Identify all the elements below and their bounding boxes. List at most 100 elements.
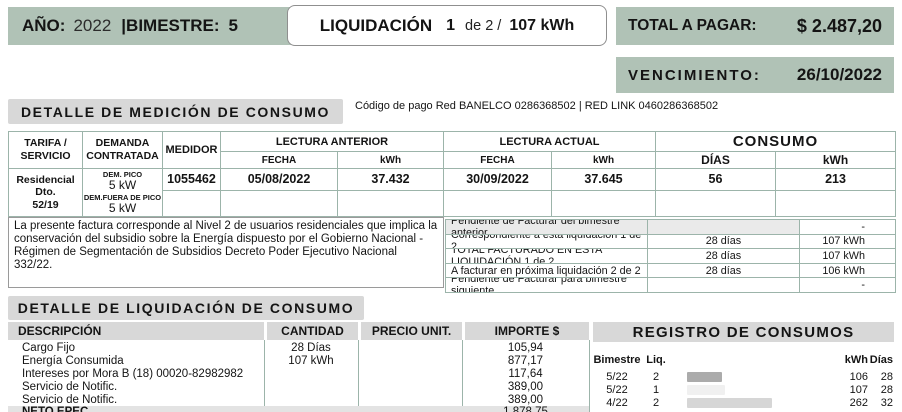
current-reading-kwh: 37.645 [552,169,656,191]
col-header-kwh-consumo: kWh [776,152,895,169]
section-title-registro: REGISTRO DE CONSUMOS [593,322,894,342]
charge-quantity: 107 kWh [288,355,334,368]
liquidation-number: 1 [446,16,456,34]
payment-code: Código de pago Red BANELCO 0286368502 | … [355,100,719,112]
charge-amount: 877,17 [507,355,544,368]
empty-cell [656,191,776,216]
col-header-medidor: MEDIDOR [163,132,221,169]
breakdown-row: A facturar en próxima liquidación 2 de 2… [446,263,895,279]
section-title-liquidacion: DETALLE DE LIQUIDACIÓN DE CONSUMO [8,296,364,320]
charge-row: Cargo Fijo 28 Días 105,94 [8,342,589,355]
consumption-days: 56 [656,169,776,191]
breakdown-kwh: 107 kWh [822,249,865,262]
history-liq: 2 [652,397,660,410]
charge-description: Intereses por Mora B (18) 00020-82982982 [22,367,244,380]
charge-description: Servicio de Notific. [22,380,118,393]
liquidation-of: de 2 / [465,17,502,34]
breakdown-row: Pendiente de Facturar para bimestre sigu… [446,278,895,292]
consumption-history-rows: 5/22 2 106 28 5/22 1 107 28 4/22 2 262 3… [593,370,894,412]
col-header-precio-unit: PRECIO UNIT. [361,322,462,340]
liquidation-kwh: 107 kWh [509,16,575,34]
breakdown-kwh: - [861,279,865,292]
charge-amount: 105,94 [507,342,544,355]
year-label: AÑO: [22,16,66,35]
consumption-bar [687,398,772,409]
breakdown-row: TOTAL FACTURADO EN ESTA LIQUIDACIÓN 1 de… [446,249,895,264]
charge-amount: 389,00 [507,380,544,393]
due-date-label: VENCIMIENTO: [628,66,761,84]
history-bar-cell [671,398,826,409]
consumption-history-header: Bimestre Liq. kWh Días [593,353,894,366]
breakdown-row: Pendiente de Facturar del bimestre anter… [446,220,895,235]
column-divider [358,340,359,412]
section-title-medicion: DETALLE DE MEDICIÓN DE CONSUMO [8,99,343,124]
col-header-fecha-anterior: FECHA [221,152,338,169]
col-header-consumo: CONSUMO [656,132,895,152]
charge-amount: 117,64 [508,367,543,380]
column-divider [264,340,265,412]
column-divider [589,340,590,412]
bimester-label: |BIMESTRE: [121,16,220,35]
col-header-fecha-actual: FECHA [444,152,552,169]
dem-pico-label: DEM. PICO [102,169,143,179]
history-row: 5/22 1 107 28 [593,383,894,396]
consumption-kwh: 213 [776,169,895,191]
col-header-tarifa: TARIFA / SERVICIO [9,132,83,169]
column-divider [462,340,463,412]
breakdown-days [648,220,800,234]
charge-row: Intereses por Mora B (18) 00020-82982982… [8,368,589,381]
col-header-kwh-actual: kWh [552,152,656,169]
consumption-bar [687,385,725,396]
demanda-cell: DEM. PICO 5 kW DEM.FUERA DE PICO 5 kW [83,169,163,216]
history-col-kwh: kWh [844,353,868,366]
charges-table: Cargo Fijo 28 Días 105,94 Energía Consum… [8,342,589,406]
history-kwh: 262 [849,397,868,410]
empty-cell [552,191,656,216]
history-liq: 1 [641,411,671,412]
subsidy-note: La presente factura corresponde al Nivel… [8,217,444,288]
charge-row: Servicio de Notific. 389,00 [8,380,589,393]
previous-reading-date: 05/08/2022 [221,169,338,191]
history-dias: 32 [880,397,893,410]
dem-pico-value: 5 kW [108,178,137,193]
charge-description: Servicio de Notific. [22,393,118,406]
breakdown-kwh: 107 kWh [822,235,865,248]
charge-description: Cargo Fijo [22,342,76,355]
bimester-value: 5 [228,16,239,35]
charge-amount: 389,00 [507,393,544,406]
current-reading-date: 30/09/2022 [444,169,552,191]
history-liq: 2 [652,370,660,383]
neto-label: NETO EPEC [22,406,89,412]
liquidation-box: LIQUIDACIÓN 1 de 2 / 107 kWh [287,5,607,46]
charge-quantity: 28 Días [291,342,331,355]
breakdown-kwh: - [861,220,865,233]
col-header-descripcion: DESCRIPCIÓN [8,322,264,340]
previous-reading-kwh: 37.432 [338,169,444,191]
history-row: 4/22 2 262 32 [593,397,894,410]
liquidation-label: LIQUIDACIÓN [319,15,433,35]
history-bar-cell [671,371,826,382]
meter-number: 1055462 [163,169,221,191]
breakdown-days: 28 días [648,263,800,278]
breakdown-days: 28 días [648,234,800,249]
col-header-dias: DÍAS [656,152,776,169]
history-kwh: 106 [849,370,868,383]
breakdown-kwh: 106 kWh [822,264,865,277]
history-col-liq: Liq. [646,353,666,366]
charge-description: Energía Consumida [22,355,124,368]
neto-row: NETO EPEC 1.878,75 [8,406,589,412]
year-bimester-box: AÑO: 2022 |BIMESTRE: 5 [8,7,295,45]
empty-cell [776,191,895,216]
history-col-bimestre: Bimestre [593,353,641,366]
tarifa-value: Residencial Dto. 52/19 [9,169,83,216]
breakdown-label: Pendiente de Facturar para bimestre sigu… [446,278,648,292]
col-header-demanda: DEMANDA CONTRATADA [83,132,163,169]
history-bimestre: 5/22 [606,370,628,383]
due-date-box: VENCIMIENTO: 26/10/2022 [616,57,894,93]
history-bimestre: 5/22 [606,384,628,397]
year-value: 2022 [73,16,112,35]
breakdown-label: Correspondiente a esta liquidación 1 de … [446,234,648,249]
breakdown-row: Correspondiente a esta liquidación 1 de … [446,234,895,250]
col-header-importe: IMPORTE $ [465,322,589,340]
